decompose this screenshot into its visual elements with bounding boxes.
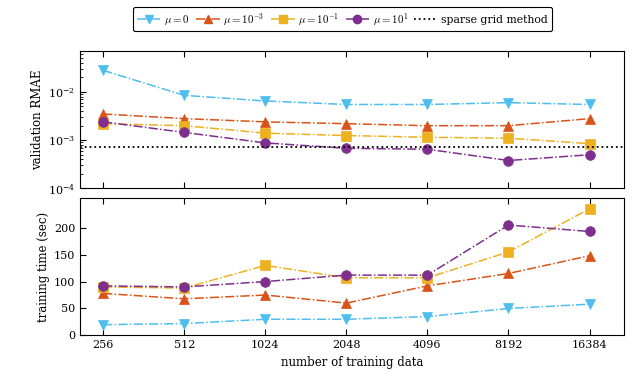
Legend: $\mu = 0$, $\mu = 10^{-3}$, $\mu = 10^{-1}$, $\mu = 10^{1}$, sparse grid method: $\mu = 0$, $\mu = 10^{-3}$, $\mu = 10^{-… xyxy=(133,7,552,31)
Y-axis label: validation RMAE: validation RMAE xyxy=(31,70,44,170)
X-axis label: number of training data: number of training data xyxy=(281,356,423,369)
Y-axis label: training time (sec): training time (sec) xyxy=(36,212,49,322)
